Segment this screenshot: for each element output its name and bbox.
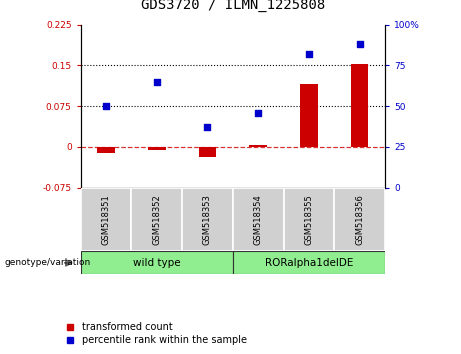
Text: genotype/variation: genotype/variation (5, 258, 91, 267)
Point (254, 110, 262, 115)
Bar (81, 251, 233, 274)
Point (102, 103, 110, 109)
Legend: transformed count, percentile rank within the sample: transformed count, percentile rank withi… (63, 319, 251, 349)
Point (204, 125, 211, 130)
Text: wild type: wild type (133, 258, 181, 268)
Text: GSM518354: GSM518354 (254, 194, 263, 245)
Bar (233, 188, 284, 251)
Bar (81, 188, 131, 251)
Bar (182, 188, 233, 251)
Bar (199, 147, 216, 157)
Text: GSM518351: GSM518351 (101, 194, 111, 245)
Bar (131, 188, 182, 251)
Text: RORalpha1delDE: RORalpha1delDE (265, 258, 353, 268)
Bar (97, 147, 115, 153)
Text: GSM518356: GSM518356 (355, 194, 364, 245)
Bar (249, 145, 267, 147)
Text: GSM518353: GSM518353 (203, 194, 212, 245)
Bar (300, 85, 318, 147)
Point (356, 41, 363, 47)
Text: GSM518355: GSM518355 (304, 194, 313, 245)
Bar (148, 147, 165, 150)
Point (305, 51, 313, 57)
Bar (351, 64, 368, 147)
Bar (233, 251, 385, 274)
Bar (334, 188, 385, 251)
Point (153, 79, 160, 85)
Bar (284, 188, 334, 251)
Text: GDS3720 / ILMN_1225808: GDS3720 / ILMN_1225808 (141, 0, 325, 12)
Text: GSM518352: GSM518352 (152, 194, 161, 245)
